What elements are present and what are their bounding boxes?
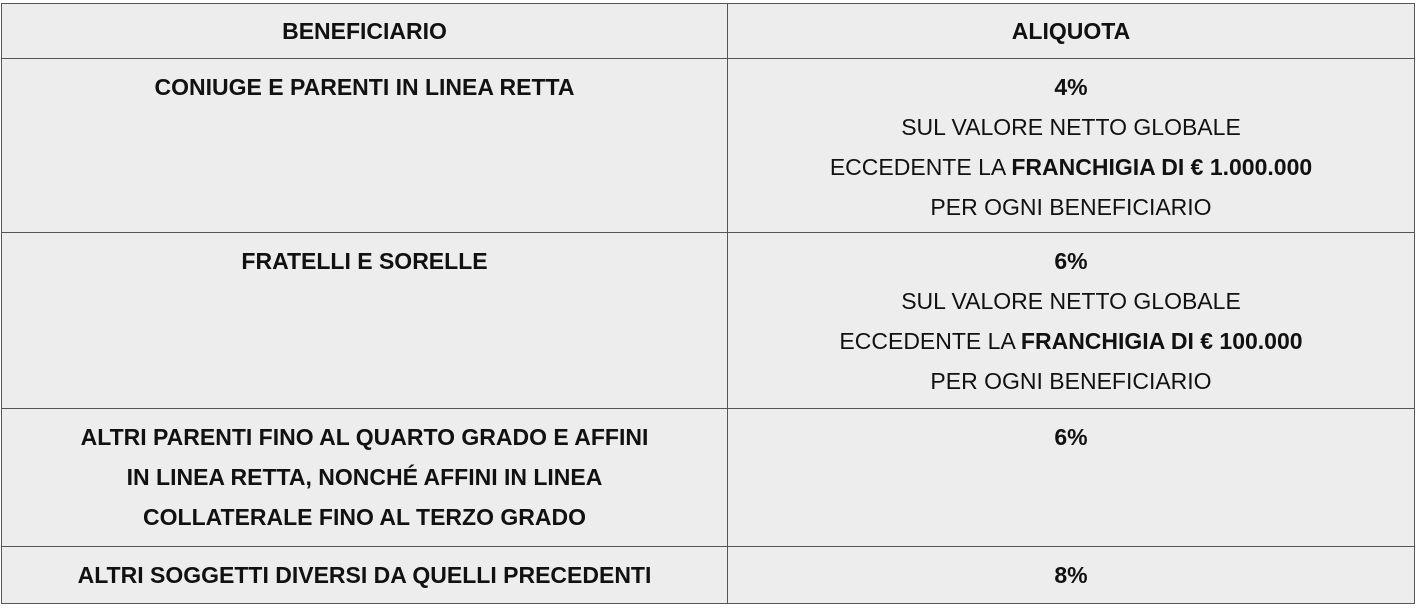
rate: 8% <box>1054 562 1088 588</box>
beneficiary-line: ALTRI SOGGETTI DIVERSI DA QUELLI PRECEDE… <box>77 562 652 588</box>
detail-text: ECCEDENTE LA <box>829 154 1005 180</box>
beneficiary-line: CONIUGE E PARENTI IN LINEA RETTA <box>154 74 575 100</box>
table-row: ALTRI PARENTI FINO AL QUARTO GRADO E AFF… <box>1 408 1415 547</box>
beneficiary-line: COLLATERALE FINO AL TERZO GRADO <box>143 504 586 530</box>
franchise: FRANCHIGIA DI € 1.000.000 <box>1011 154 1313 180</box>
detail-line: PER OGNI BENEFICIARIO <box>930 194 1212 220</box>
beneficiary-cell: FRATELLI E SORELLE <box>1 232 728 409</box>
rate: 6% <box>1054 248 1088 274</box>
table-row: CONIUGE E PARENTI IN LINEA RETTA 4% SUL VA… <box>1 58 1415 233</box>
detail-line: ECCEDENTE LA FRANCHIGIA DI € 100.000 <box>734 321 1408 361</box>
rate-cell: 6% <box>727 408 1415 547</box>
beneficiary-cell: CONIUGE E PARENTI IN LINEA RETTA <box>1 58 728 233</box>
tax-table: BENEFICIARIO ALIQUOTA CONIUGE E PARENTI … <box>1 3 1415 604</box>
table-body: CONIUGE E PARENTI IN LINEA RETTA 4% SUL VA… <box>1 58 1415 604</box>
beneficiary-cell: ALTRI SOGGETTI DIVERSI DA QUELLI PRECEDE… <box>1 546 728 604</box>
detail-line: PER OGNI BENEFICIARIO <box>930 368 1212 394</box>
beneficiary-line: ALTRI PARENTI FINO AL QUARTO GRADO E AFF… <box>80 424 649 450</box>
franchise: FRANCHIGIA DI € 100.000 <box>1020 328 1303 354</box>
beneficiary-cell: ALTRI PARENTI FINO AL QUARTO GRADO E AFF… <box>1 408 728 547</box>
rate: 6% <box>1054 424 1088 450</box>
beneficiary-line: FRATELLI E SORELLE <box>241 248 488 274</box>
header-cell: ALIQUOTA <box>727 3 1415 59</box>
table-row: ALTRI SOGGETTI DIVERSI DA QUELLI PRECEDE… <box>1 546 1415 604</box>
rate: 4% <box>1054 74 1088 100</box>
beneficiary-line: IN LINEA RETTA, NONCHÉ AFFINI IN LINEA <box>126 464 603 490</box>
detail-line: SUL VALORE NETTO GLOBALE <box>901 114 1241 140</box>
rate-cell: 8% <box>727 546 1415 604</box>
detail-line: SUL VALORE NETTO GLOBALE <box>901 288 1241 314</box>
rate-cell: 4% SUL VALORE NETTO GLOBALE ECCEDENTE LA F… <box>727 58 1415 233</box>
table-row: FRATELLI E SORELLE 6% SUL VALORE NETTO GLO… <box>1 232 1415 409</box>
detail-text: ECCEDENTE LA <box>839 328 1015 354</box>
header-row: BENEFICIARIO ALIQUOTA <box>1 3 1415 59</box>
detail-line: ECCEDENTE LA FRANCHIGIA DI € 1.000.000 <box>734 147 1408 187</box>
rate-cell: 6% SUL VALORE NETTO GLOBALE ECCEDENTE LA F… <box>727 232 1415 409</box>
header-cell: BENEFICIARIO <box>1 3 728 59</box>
